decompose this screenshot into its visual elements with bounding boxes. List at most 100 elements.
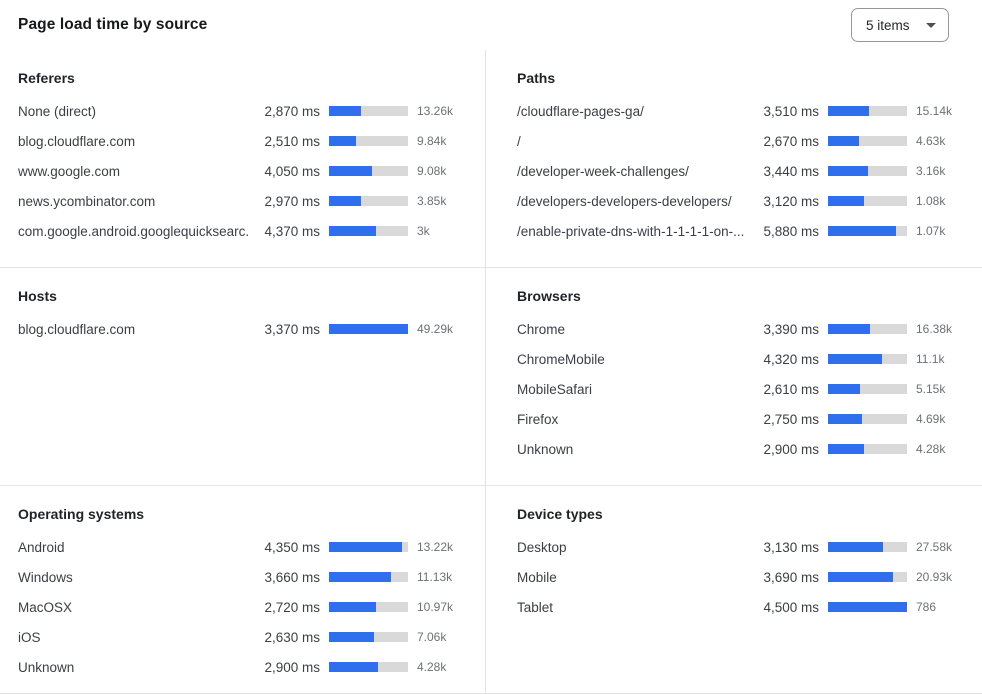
row-label: Desktop bbox=[517, 539, 567, 555]
table-row[interactable]: iOS 2,630 ms 7.06k bbox=[18, 622, 469, 652]
row-time: 3,660 ms bbox=[264, 569, 320, 585]
row-bar bbox=[329, 662, 408, 672]
bar-fill bbox=[329, 196, 362, 206]
items-count-dropdown[interactable]: 5 items bbox=[851, 8, 949, 42]
bar-fill bbox=[329, 136, 356, 146]
row-label: MacOSX bbox=[18, 599, 73, 615]
section-hosts: Hosts blog.cloudflare.com 3,370 ms 49.29… bbox=[0, 267, 486, 485]
row-count: 4.28k bbox=[417, 660, 447, 674]
row-bar bbox=[329, 542, 408, 552]
table-row[interactable]: blog.cloudflare.com 2,510 ms 9.84k bbox=[18, 126, 469, 156]
row-bar bbox=[828, 572, 907, 582]
bar-fill bbox=[828, 572, 893, 582]
row-time: 3,690 ms bbox=[763, 569, 819, 585]
section-title-operating-systems: Operating systems bbox=[18, 506, 145, 522]
row-label: Chrome bbox=[517, 321, 566, 337]
section-operating-systems: Operating systems Android 4,350 ms 13.22… bbox=[0, 485, 486, 693]
row-count: 4.63k bbox=[916, 134, 946, 148]
row-bar bbox=[828, 602, 907, 612]
section-device-types: Device types Desktop 3,130 ms 27.58k Mob… bbox=[486, 485, 982, 693]
row-time: 3,120 ms bbox=[763, 193, 819, 209]
row-bar bbox=[329, 136, 408, 146]
row-count: 9.08k bbox=[417, 164, 447, 178]
table-row[interactable]: news.ycombinator.com 2,970 ms 3.85k bbox=[18, 186, 469, 216]
table-row[interactable]: Unknown 2,900 ms 4.28k bbox=[18, 652, 469, 682]
row-label: blog.cloudflare.com bbox=[18, 133, 136, 149]
row-bar bbox=[828, 414, 907, 424]
row-count: 15.14k bbox=[916, 104, 953, 118]
row-time: 4,350 ms bbox=[264, 539, 320, 555]
row-count: 16.38k bbox=[916, 322, 953, 336]
table-row[interactable]: Tablet 4,500 ms 786 bbox=[517, 592, 968, 622]
row-label: None (direct) bbox=[18, 103, 97, 119]
row-label: /developer-week-challenges/ bbox=[517, 163, 689, 179]
row-label: /developers-developers-developers/ bbox=[517, 193, 732, 209]
bar-fill bbox=[329, 324, 408, 334]
row-count: 11.13k bbox=[417, 570, 453, 584]
table-row[interactable]: MobileSafari 2,610 ms 5.15k bbox=[517, 374, 968, 404]
row-count: 1.08k bbox=[916, 194, 946, 208]
table-row[interactable]: None (direct) 2,870 ms 13.26k bbox=[18, 96, 469, 126]
table-row[interactable]: Mobile 3,690 ms 20.93k bbox=[517, 562, 968, 592]
row-count: 786 bbox=[916, 600, 937, 614]
section-title-browsers: Browsers bbox=[517, 288, 581, 304]
table-row[interactable]: Firefox 2,750 ms 4.69k bbox=[517, 404, 968, 434]
row-time: 3,130 ms bbox=[763, 539, 819, 555]
row-time: 2,610 ms bbox=[763, 381, 819, 397]
row-time: 2,750 ms bbox=[763, 411, 819, 427]
row-bar bbox=[329, 106, 408, 116]
row-time: 2,630 ms bbox=[264, 629, 320, 645]
row-label: news.ycombinator.com bbox=[18, 193, 156, 209]
row-label: Firefox bbox=[517, 411, 559, 427]
table-row[interactable]: MacOSX 2,720 ms 10.97k bbox=[18, 592, 469, 622]
row-bar bbox=[828, 166, 907, 176]
table-row[interactable]: com.google.android.googlequicksearc... 4… bbox=[18, 216, 469, 246]
row-label: ChromeMobile bbox=[517, 351, 605, 367]
bar-fill bbox=[828, 444, 864, 454]
bar-fill bbox=[828, 354, 882, 364]
bar-fill bbox=[329, 106, 361, 116]
table-row[interactable]: Android 4,350 ms 13.22k bbox=[18, 532, 469, 562]
row-count: 11.1k bbox=[916, 352, 945, 366]
table-row[interactable]: Chrome 3,390 ms 16.38k bbox=[517, 314, 968, 344]
row-count: 4.28k bbox=[916, 442, 946, 456]
table-row[interactable]: www.google.com 4,050 ms 9.08k bbox=[18, 156, 469, 186]
row-bar bbox=[329, 226, 408, 236]
table-row[interactable]: /cloudflare-pages-ga/ 3,510 ms 15.14k bbox=[517, 96, 968, 126]
row-time: 2,720 ms bbox=[264, 599, 320, 615]
table-row[interactable]: Unknown 2,900 ms 4.28k bbox=[517, 434, 968, 464]
row-label: www.google.com bbox=[18, 163, 121, 179]
bar-fill bbox=[828, 602, 907, 612]
row-time: 3,390 ms bbox=[763, 321, 819, 337]
table-row[interactable]: /enable-private-dns-with-1-1-1-1-on-... … bbox=[517, 216, 968, 246]
panel-header: Page load time by source 5 items bbox=[0, 0, 982, 50]
bar-fill bbox=[828, 136, 859, 146]
table-row[interactable]: ChromeMobile 4,320 ms 11.1k bbox=[517, 344, 968, 374]
row-count: 3.16k bbox=[916, 164, 946, 178]
row-count: 7.06k bbox=[417, 630, 447, 644]
section-referers: Referers None (direct) 2,870 ms 13.26k b… bbox=[0, 50, 486, 267]
bar-fill bbox=[828, 106, 870, 116]
row-label: /enable-private-dns-with-1-1-1-1-on-... bbox=[517, 223, 745, 239]
section-title-hosts: Hosts bbox=[18, 288, 57, 304]
row-bar bbox=[828, 444, 907, 454]
table-row[interactable]: / 2,670 ms 4.63k bbox=[517, 126, 968, 156]
section-paths: Paths /cloudflare-pages-ga/ 3,510 ms 15.… bbox=[486, 50, 982, 267]
row-label: Android bbox=[18, 539, 65, 555]
section-browsers: Browsers Chrome 3,390 ms 16.38k ChromeMo… bbox=[486, 267, 982, 485]
row-label: com.google.android.googlequicksearc... bbox=[18, 223, 248, 239]
row-time: 2,900 ms bbox=[264, 659, 320, 675]
row-time: 3,440 ms bbox=[763, 163, 819, 179]
table-row[interactable]: /developers-developers-developers/ 3,120… bbox=[517, 186, 968, 216]
table-row[interactable]: Desktop 3,130 ms 27.58k bbox=[517, 532, 968, 562]
row-count: 3k bbox=[417, 224, 430, 238]
row-bar bbox=[329, 602, 408, 612]
row-label: Unknown bbox=[517, 441, 574, 457]
row-time: 4,050 ms bbox=[264, 163, 320, 179]
row-count: 1.07k bbox=[916, 224, 946, 238]
bar-fill bbox=[329, 572, 392, 582]
table-row[interactable]: Windows 3,660 ms 11.13k bbox=[18, 562, 469, 592]
table-row[interactable]: blog.cloudflare.com 3,370 ms 49.29k bbox=[18, 314, 469, 344]
table-row[interactable]: /developer-week-challenges/ 3,440 ms 3.1… bbox=[517, 156, 968, 186]
row-count: 13.26k bbox=[417, 104, 454, 118]
